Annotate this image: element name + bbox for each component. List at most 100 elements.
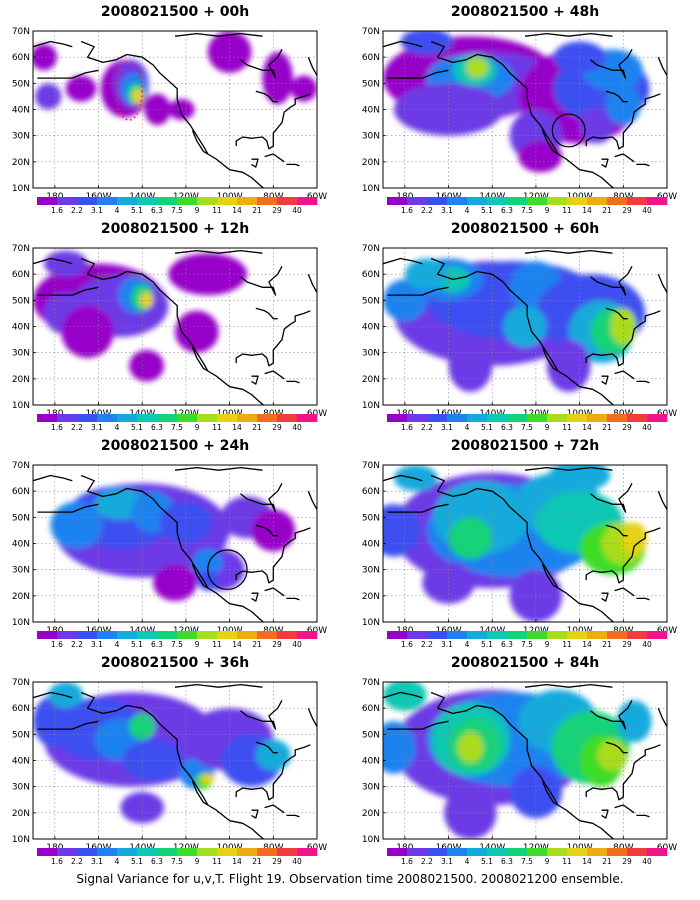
colorbar-swatch	[137, 848, 158, 856]
colorbar-label: 11	[562, 857, 572, 866]
colorbar-label: 2.2	[421, 857, 433, 866]
colorbar-swatch	[487, 414, 508, 422]
colorbar-label: 1.6	[401, 423, 413, 432]
colorbar-label: 3.1	[91, 640, 103, 649]
colorbar-swatch	[447, 631, 468, 639]
colorbar-swatch	[427, 848, 448, 856]
colorbar-label: 21	[252, 640, 262, 649]
latitude-label: 30N	[362, 132, 380, 142]
colorbar-label: 2.2	[71, 857, 83, 866]
latitude-label: 30N	[362, 566, 380, 576]
colorbar-label: 40	[642, 857, 652, 866]
colorbar-swatch	[387, 414, 408, 422]
latitude-label: 10N	[12, 401, 30, 411]
colorbar-swatch	[587, 631, 608, 639]
map-figure: 70N60N50N40N30N20N10N180160W140W120W100W…	[362, 678, 677, 866]
colorbar-swatch	[157, 848, 178, 856]
colorbar-swatch	[407, 848, 428, 856]
latitude-label: 40N	[12, 757, 30, 767]
variance-contour	[546, 339, 591, 392]
colorbar-swatch	[277, 197, 298, 205]
colorbar-swatch	[217, 414, 238, 422]
colorbar-label: 1.6	[401, 640, 413, 649]
colorbar-label: 2.2	[421, 640, 433, 649]
colorbar-swatch	[37, 848, 58, 856]
colorbar-label: 11	[212, 640, 222, 649]
panel-title: 2008021500 + 36h	[100, 655, 250, 671]
colorbar-label: 6.3	[501, 206, 513, 215]
colorbar-label: 40	[642, 640, 652, 649]
colorbar-label: 21	[602, 206, 612, 215]
colorbar-swatch	[507, 848, 528, 856]
map-figure: 70N60N50N40N30N20N10N180160W140W120W100W…	[362, 27, 677, 215]
colorbar-swatch	[647, 414, 668, 422]
colorbar-swatch	[297, 197, 318, 205]
colorbar-label: 3.1	[91, 206, 103, 215]
colorbar-swatch	[467, 197, 488, 205]
latitude-label: 20N	[12, 809, 30, 819]
colorbar-label: 5.1	[131, 857, 143, 866]
variance-contour	[140, 292, 154, 309]
latitude-label: 20N	[12, 592, 30, 602]
panel-title: 2008021500 + 00h	[100, 4, 250, 20]
colorbar-label: 11	[562, 206, 572, 215]
variance-contour	[61, 305, 114, 358]
colorbar-swatch	[527, 197, 548, 205]
flight-track	[115, 61, 144, 121]
colorbar-swatch	[507, 414, 528, 422]
latitude-label: 40N	[12, 323, 30, 333]
variance-contour	[448, 339, 493, 392]
latitude-label: 50N	[362, 296, 380, 306]
colorbar-swatch	[547, 631, 568, 639]
colorbar-label: 21	[252, 423, 262, 432]
colorbar-swatch	[547, 197, 568, 205]
colorbar-label: 9	[195, 640, 200, 649]
colorbar-label: 11	[212, 206, 222, 215]
colorbar-label: 29	[272, 640, 282, 649]
colorbar-swatch	[487, 848, 508, 856]
colorbar-swatch	[117, 414, 138, 422]
colorbar-label: 4	[115, 640, 120, 649]
colorbar-label: 11	[562, 423, 572, 432]
colorbar-swatch	[547, 848, 568, 856]
colorbar-label: 29	[272, 206, 282, 215]
colorbar-swatch	[197, 848, 218, 856]
colorbar-swatch	[97, 631, 118, 639]
variance-contour	[597, 739, 628, 771]
colorbar-swatch	[647, 848, 668, 856]
map-figure: 70N60N50N40N30N20N10N180160W140W120W100W…	[362, 244, 677, 432]
map-figure: 70N60N50N40N30N20N10N180160W140W120W100W…	[12, 244, 327, 432]
colorbar-label: 7.5	[521, 857, 533, 866]
colorbar-label: 21	[602, 423, 612, 432]
colorbar-label: 40	[642, 206, 652, 215]
panel-title: 2008021500 + 72h	[450, 438, 600, 454]
colorbar-label: 40	[292, 206, 302, 215]
colorbar-swatch	[387, 848, 408, 856]
colorbar-swatch	[177, 631, 198, 639]
variance-contour	[65, 75, 97, 102]
colorbar-label: 6.3	[501, 423, 513, 432]
colorbar-swatch	[157, 631, 178, 639]
colorbar-swatch	[257, 848, 278, 856]
colorbar-label: 4	[115, 206, 120, 215]
colorbar-label: 3.1	[91, 423, 103, 432]
colorbar-swatch	[587, 414, 608, 422]
latitude-label: 40N	[362, 540, 380, 550]
colorbar-label: 29	[272, 857, 282, 866]
latitude-label: 70N	[362, 461, 380, 471]
latitude-label: 70N	[362, 244, 380, 254]
latitude-label: 60N	[362, 270, 380, 280]
map-panel: 70N60N50N40N30N20N10N180160W140W120W100W…	[350, 0, 700, 216]
colorbar-swatch	[57, 197, 78, 205]
colorbar-swatch	[647, 631, 668, 639]
colorbar-swatch	[257, 197, 278, 205]
variance-contour	[400, 31, 453, 55]
colorbar-label: 14	[232, 206, 242, 215]
colorbar-swatch	[527, 848, 548, 856]
colorbar-swatch	[297, 631, 318, 639]
colorbar-swatch	[237, 197, 258, 205]
latitude-label: 60N	[12, 270, 30, 280]
colorbar-swatch	[77, 414, 98, 422]
variance-contour	[404, 258, 449, 290]
colorbar-swatch	[217, 848, 238, 856]
